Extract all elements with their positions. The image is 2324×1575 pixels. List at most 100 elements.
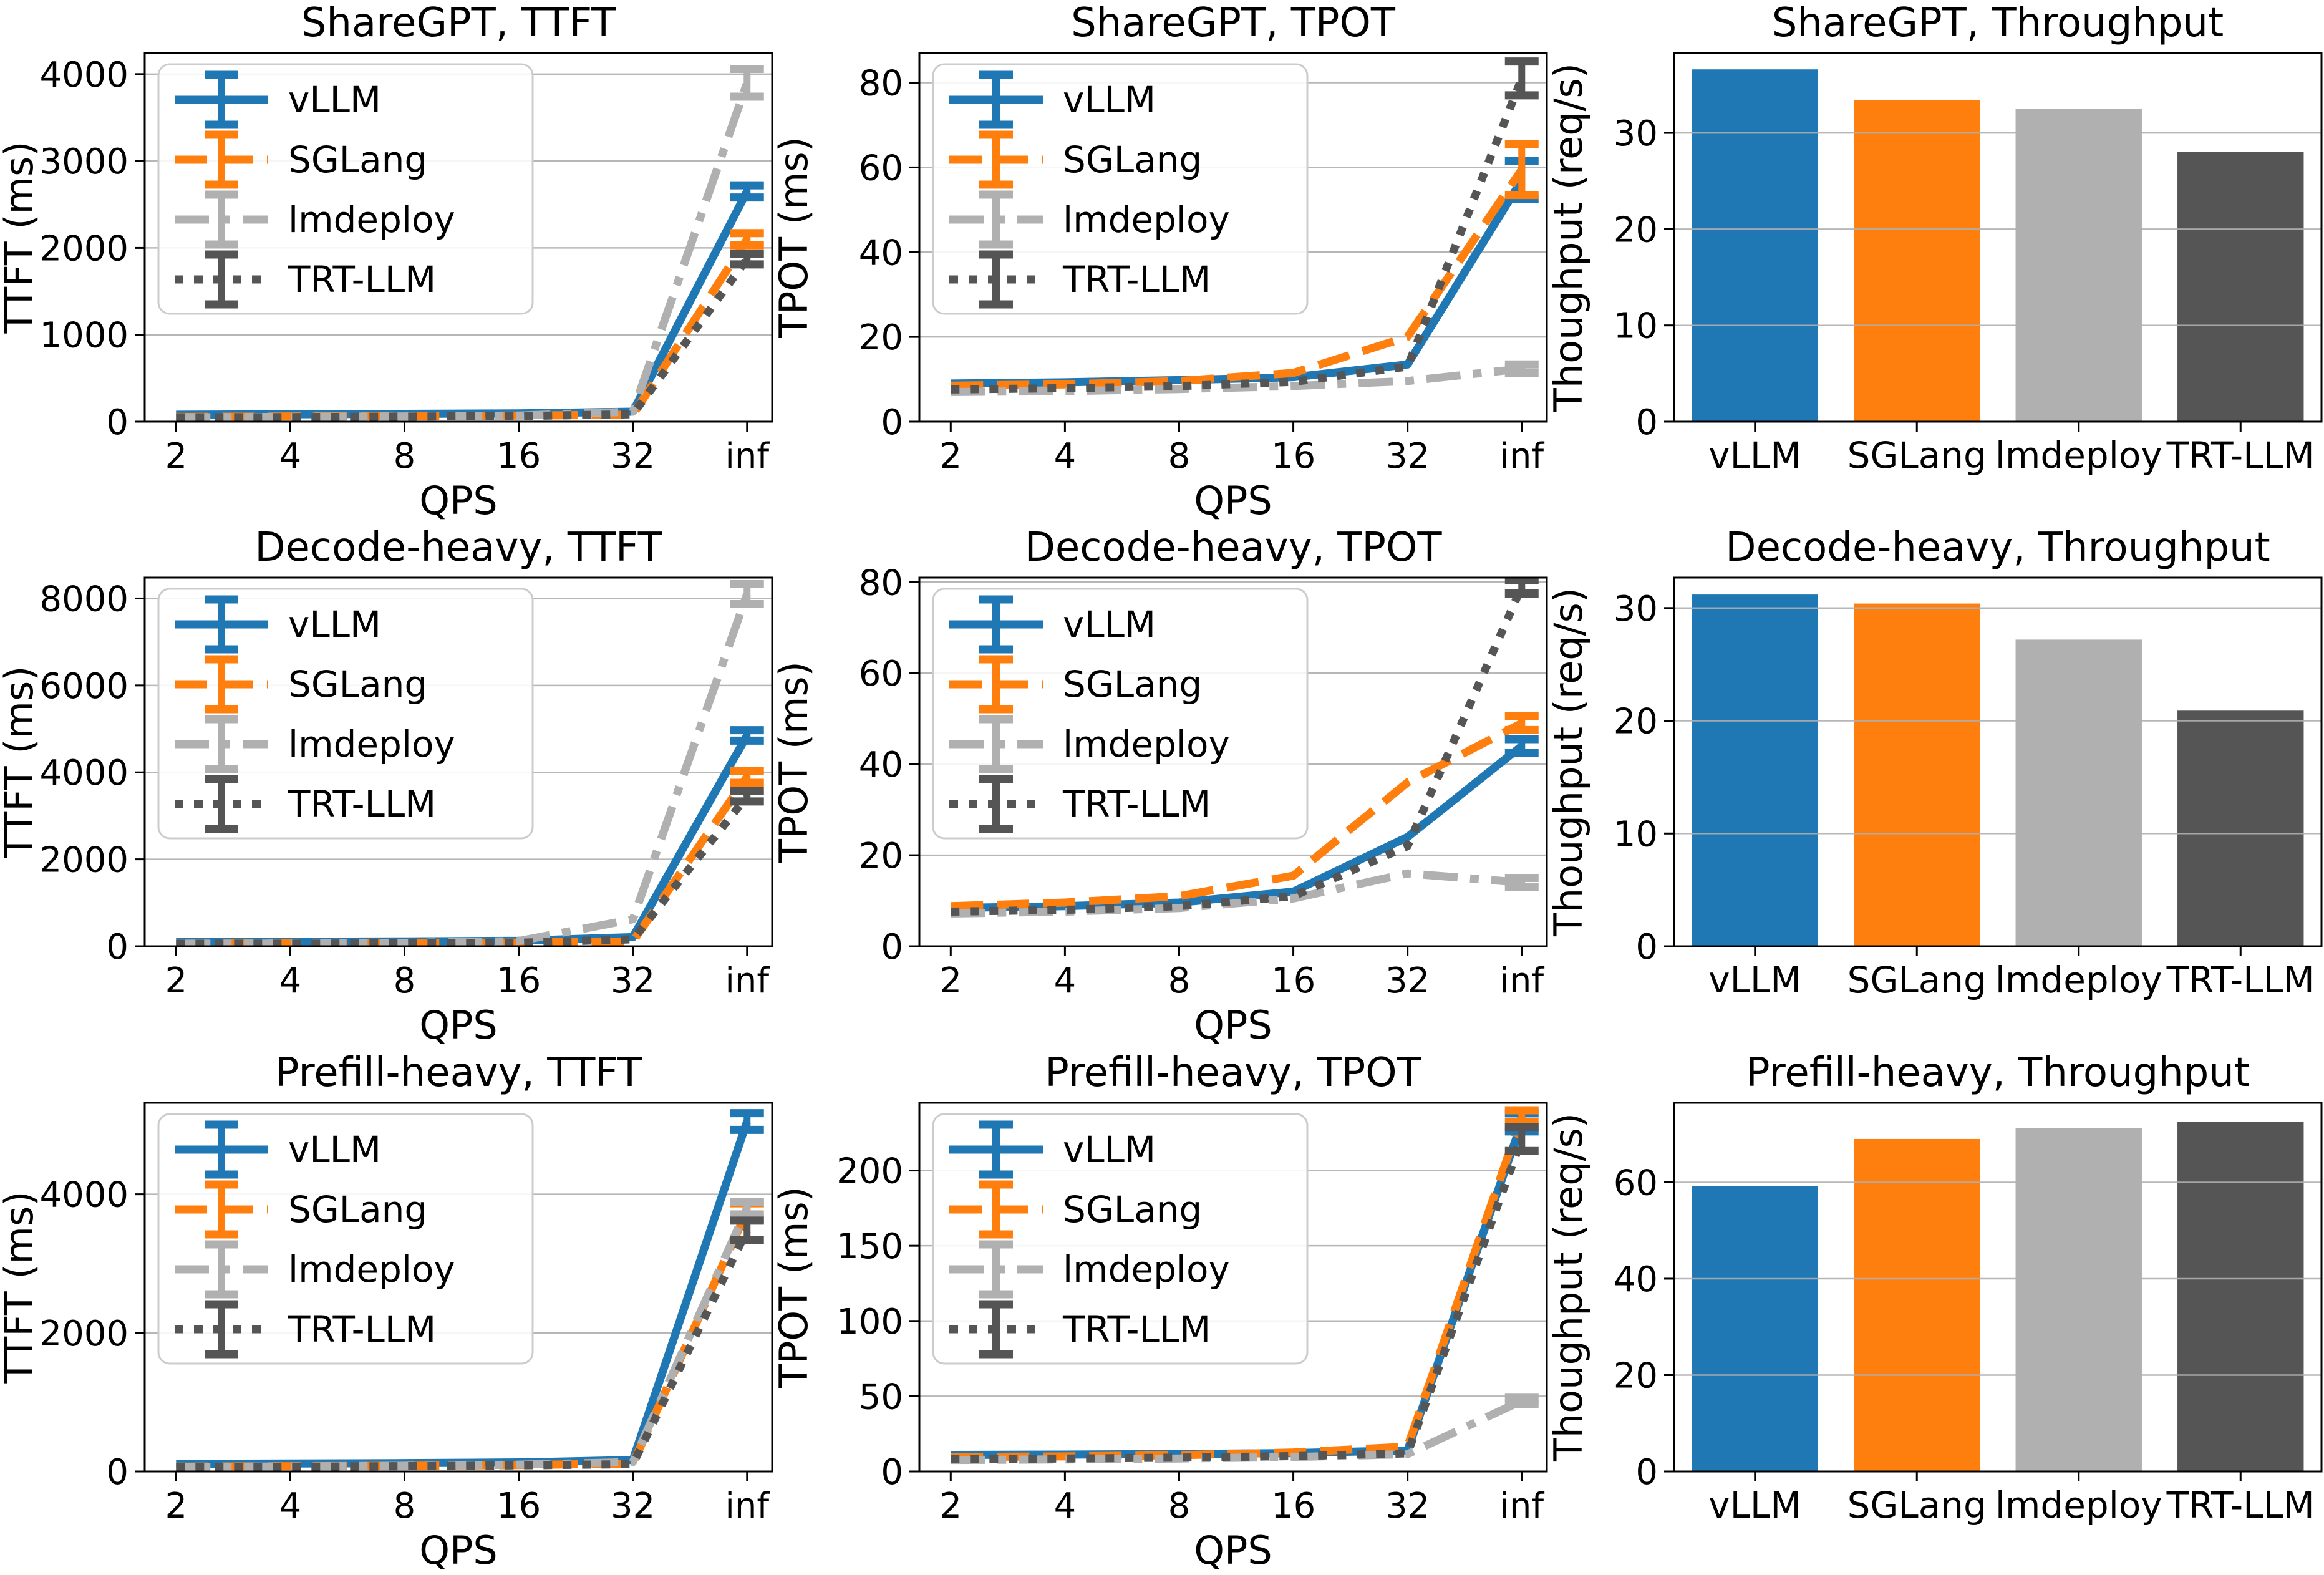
bars (1692, 594, 2304, 946)
bar-sglang (1854, 603, 1980, 946)
y-axis-label: TTFT (ms) (0, 1191, 42, 1384)
y-tick-label: 0 (1635, 1452, 1658, 1493)
legend-entry-trt-llm: TRT-LLM (175, 250, 436, 309)
category-label: TRT-LLM (2166, 959, 2315, 1001)
legend-entry-sglang: SGLang (175, 130, 427, 189)
legend-label: lmdeploy (1063, 1248, 1230, 1291)
y-axis: 0 50 100 150 200 (836, 1151, 919, 1493)
series-line-lmdeploy (176, 593, 751, 946)
legend-entry-sglang: SGLang (949, 130, 1202, 189)
y-axis: 0 20 40 60 80 (859, 563, 919, 967)
x-tick-label: 8 (394, 961, 416, 1001)
y-tick-label: 30 (1614, 114, 1658, 154)
x-tick-label: 32 (611, 1486, 655, 1526)
y-tick-label: 20 (1614, 702, 1658, 742)
x-axis-label: QPS (419, 1002, 498, 1048)
category-label: lmdeploy (1995, 1484, 2162, 1526)
x-tick-label: 4 (279, 961, 302, 1001)
y-tick-label: 40 (1614, 1259, 1658, 1300)
x-axis: vLLM SGLang lmdeploy TRT-LLM (1708, 1471, 2315, 1526)
x-tick-label: 8 (394, 1486, 416, 1526)
x-tick-label: 16 (496, 1486, 541, 1526)
legend-label: TRT-LLM (1062, 258, 1211, 301)
x-tick-label: 8 (1168, 1486, 1191, 1526)
series-line-lmdeploy (951, 364, 1523, 396)
legend: vLLM SGLang lmdeploy TRT-LLM (157, 63, 534, 315)
x-axis: 2 4 8 16 32 inf (165, 422, 770, 477)
x-tick-label: 32 (1385, 1486, 1430, 1526)
x-axis: 2 4 8 16 32 inf (939, 422, 1544, 477)
y-tick-label: 0 (1635, 927, 1658, 967)
bar-lmdeploy (2015, 1128, 2142, 1471)
chart-decode-heavy-throughput: 0 10 20 30 vLLM SGLang lmdeploy TRT-LLM Decode-h… (1549, 525, 2323, 1001)
legend-label: SGLang (288, 138, 427, 181)
chart-sharegpt-ttft: 0 1000 2000 3000 4000 2 4 8 16 32 inf QPS ShareGPT, … (0, 0, 773, 523)
category-label: vLLM (1708, 1484, 1801, 1526)
category-label: lmdeploy (1995, 434, 2162, 477)
bars (1692, 69, 2304, 422)
y-tick-label: 80 (859, 64, 903, 104)
plot-area (176, 64, 764, 422)
bar-vllm (1692, 1186, 1818, 1471)
legend-label: vLLM (288, 79, 381, 121)
x-tick-label: 32 (1385, 961, 1430, 1001)
x-axis: 2 4 8 16 32 inf (165, 1471, 770, 1526)
x-axis-label: QPS (1194, 1002, 1272, 1048)
chart-cell-prefill-heavy-tpot: 0 50 100 150 200 2 4 8 16 32 inf QPS Prefill-heavy, … (775, 1050, 1549, 1575)
bar-sglang (1854, 1138, 1980, 1471)
x-tick-label: 32 (1385, 436, 1430, 477)
legend-entry-vllm: vLLM (949, 70, 1156, 129)
series-line-trt-llm (951, 77, 1526, 394)
bar-vllm (1692, 594, 1818, 946)
plot-border (1673, 52, 2323, 423)
legend-entry-lmdeploy: lmdeploy (175, 190, 455, 249)
legend-label: lmdeploy (288, 1248, 455, 1291)
y-tick-label: 0 (881, 402, 903, 443)
plot-area (176, 1109, 764, 1471)
y-axis: 0 20 40 60 80 (859, 64, 919, 443)
series-line-trt-llm (176, 256, 750, 422)
legend-label: SGLang (1063, 138, 1202, 181)
y-tick-label: 0 (881, 927, 903, 967)
legend-label: SGLang (1063, 663, 1202, 705)
legend-entry-trt-llm: TRT-LLM (949, 250, 1211, 309)
legend-entry-lmdeploy: lmdeploy (949, 1240, 1230, 1299)
error-bar-lmdeploy (1504, 874, 1539, 891)
error-bar-trt-llm (730, 787, 764, 806)
chart-cell-sharegpt-throughput: 0 10 20 30 vLLM SGLang lmdeploy TRT-LLM ShareGPT… (1549, 0, 2324, 525)
legend-entry-lmdeploy: lmdeploy (949, 190, 1230, 249)
chart-title: Prefill-heavy, Throughput (1746, 1050, 2250, 1096)
error-bar-trt-llm (730, 1216, 764, 1244)
x-tick-label: 2 (939, 961, 962, 1001)
legend-entry-vllm: vLLM (175, 595, 381, 654)
y-tick-label: 150 (836, 1226, 903, 1267)
y-tick-label: 0 (106, 1452, 128, 1493)
y-tick-label: 2000 (39, 228, 128, 269)
plot-area (176, 579, 764, 946)
chart-decode-heavy-tpot: 0 20 40 60 80 2 4 8 16 32 inf QPS Decode-heavy, TPOT… (775, 525, 1548, 1048)
chart-cell-prefill-heavy-ttft: 0 2000 4000 2 4 8 16 32 inf QPS Prefill-heavy, TTF… (0, 1050, 775, 1575)
plot-border (1673, 576, 2323, 947)
legend-entry-sglang: SGLang (949, 655, 1202, 714)
y-tick-label: 0 (881, 1452, 903, 1493)
category-label: vLLM (1708, 959, 1801, 1001)
chart-cell-decode-heavy-tpot: 0 20 40 60 80 2 4 8 16 32 inf QPS Decode-heavy, TPOT… (775, 525, 1549, 1050)
x-tick-label: 4 (1054, 961, 1077, 1001)
legend-label: lmdeploy (288, 723, 455, 765)
plot-border (143, 52, 773, 423)
category-label: vLLM (1708, 434, 1801, 477)
y-tick-label: 30 (1614, 589, 1658, 629)
x-tick-label: 2 (165, 436, 187, 477)
error-bar-lmdeploy (1504, 1393, 1539, 1408)
legend-label: SGLang (288, 1188, 427, 1231)
y-axis: 0 1000 2000 3000 4000 (39, 55, 145, 443)
y-tick-label: 60 (859, 148, 903, 188)
chart-prefill-heavy-ttft: 0 2000 4000 2 4 8 16 32 inf QPS Prefill-heavy, TTF… (0, 1050, 773, 1573)
x-axis: vLLM SGLang lmdeploy TRT-LLM (1708, 422, 2315, 477)
legend-entry-sglang: SGLang (175, 655, 427, 714)
y-tick-label: 4000 (39, 1175, 128, 1216)
error-bar-trt-llm (1504, 578, 1539, 598)
y-tick-label: 6000 (39, 666, 128, 707)
y-axis-label: TTFT (ms) (0, 142, 42, 334)
